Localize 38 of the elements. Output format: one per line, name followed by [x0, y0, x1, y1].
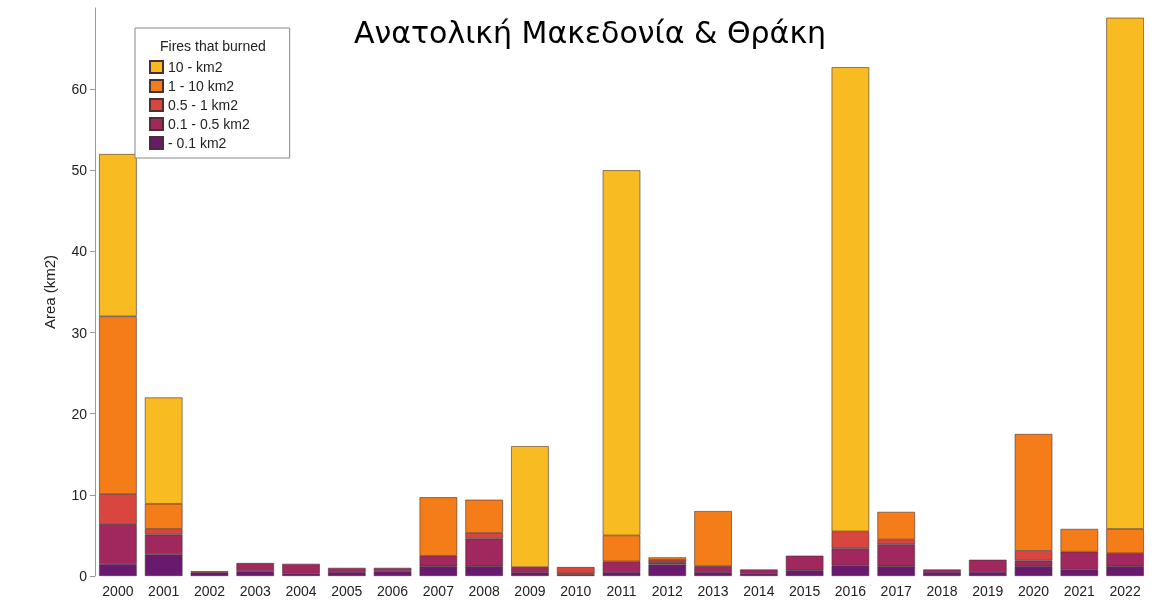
y-tick-label: 40	[71, 243, 88, 260]
y-tick-label: 0	[79, 568, 88, 584]
x-tick-label: 2004	[285, 583, 317, 599]
legend-label: - 0.1 km2	[168, 135, 227, 151]
legend-label: 0.1 - 0.5 km2	[168, 116, 250, 132]
x-tick-label: 2016	[834, 583, 867, 599]
chart-title: Ανατολική Μακεδονία & Θράκη	[353, 14, 827, 50]
x-tick-label: 2009	[514, 583, 546, 599]
x-tick-label: 2001	[148, 583, 180, 599]
y-tick-label: 50	[71, 162, 88, 179]
x-tick-label: 2020	[1017, 583, 1050, 599]
x-tick-label: 2005	[331, 583, 363, 599]
legend-label: 1 - 10 km2	[168, 78, 235, 94]
x-tick-label: 2013	[697, 583, 729, 599]
x-tick-label: 2007	[422, 583, 455, 599]
x-tick-label: 2014	[743, 583, 775, 599]
x-tick-label: 2008	[468, 583, 500, 599]
x-tick-label: 2018	[926, 583, 958, 599]
x-tick-label: 2010	[560, 583, 592, 599]
x-tick-label: 2003	[239, 583, 272, 599]
y-axis-title: Area (km2)	[41, 254, 58, 330]
x-tick-label: 2022	[1109, 583, 1141, 599]
legend-title: Fires that burned	[160, 38, 266, 54]
legend-label: 10 - km2	[168, 59, 223, 75]
x-tick-label: 2015	[789, 583, 821, 599]
x-tick-label: 2017	[880, 583, 912, 599]
legend-label: 0.5 - 1 km2	[168, 97, 239, 113]
x-tick-label: 2021	[1063, 583, 1096, 599]
x-tick-label: 2012	[651, 583, 684, 599]
y-tick-label: 10	[71, 486, 88, 503]
y-tick-label: 60	[71, 81, 88, 98]
x-tick-label: 2019	[972, 583, 1004, 599]
y-tick-label: 30	[71, 324, 88, 341]
y-tick-label: 20	[71, 405, 88, 422]
x-tick-label: 2002	[193, 583, 226, 599]
x-tick-label: 2006	[377, 583, 409, 599]
x-tick-label: 2000	[102, 583, 134, 599]
x-tick-label: 2011	[606, 583, 637, 599]
